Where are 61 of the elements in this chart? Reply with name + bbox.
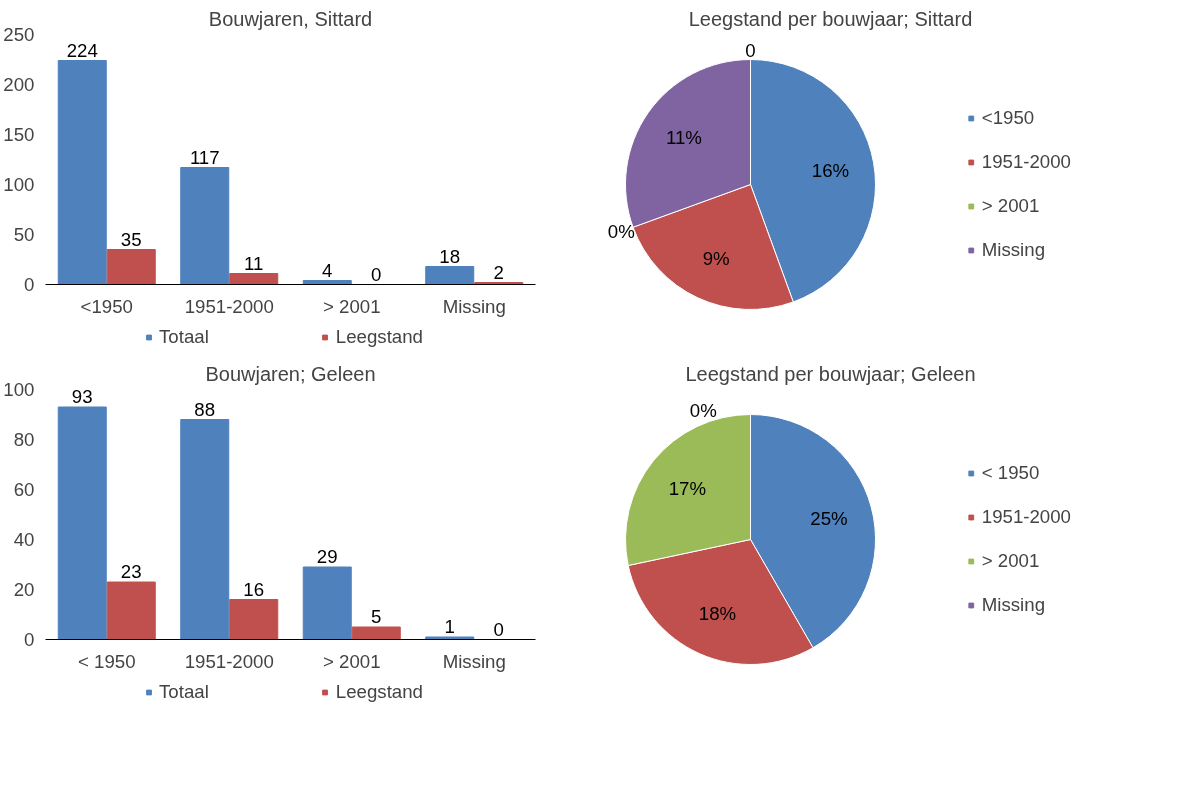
y-tick-label: 100 <box>3 379 35 400</box>
legend-label: Leegstand <box>335 681 423 703</box>
x-tick-label: 1951-2000 <box>184 295 274 317</box>
y-tick-label: 250 <box>3 24 35 45</box>
data-label: 2 <box>493 261 504 283</box>
data-label: 11 <box>244 252 264 274</box>
x-tick-label: Missing <box>442 650 506 672</box>
y-tick-label: 150 <box>3 124 35 145</box>
data-label: 0 <box>371 263 382 285</box>
data-label: 9% <box>702 247 730 269</box>
x-tick-label: > 2001 <box>322 650 381 672</box>
chart-title: Leegstand per bouwjaar; Sittard <box>688 7 973 30</box>
data-label: 1 <box>444 616 455 637</box>
data-label: 17% <box>668 477 707 499</box>
data-label: 35 <box>120 228 142 250</box>
x-tick-label: 1951-2000 <box>184 650 274 672</box>
text: 0% <box>689 399 717 421</box>
data-label: 18% <box>698 603 737 625</box>
y-tick-label: 50 <box>13 224 35 245</box>
legend-label: 1951-2000 <box>981 151 1071 173</box>
x-tick-label: <1950 <box>80 295 133 317</box>
legend-label: > 2001 <box>981 550 1040 572</box>
legend-label: Missing <box>981 239 1046 261</box>
chart-title: Bouwjaren, Sittard <box>208 7 373 30</box>
y-tick-label: 40 <box>13 529 35 550</box>
legend-label: 1951-2000 <box>981 506 1071 528</box>
y-tick-label: 0 <box>24 629 35 650</box>
x-tick-label: < 1950 <box>77 650 136 672</box>
data-label: 93 <box>71 386 93 407</box>
text: 0% <box>607 221 635 243</box>
legend-label: Totaal <box>159 326 209 348</box>
text: 0 <box>745 40 756 61</box>
data-label: 88 <box>194 398 216 420</box>
data-label: 11% <box>665 127 702 149</box>
legend-label: <1950 <box>981 107 1035 129</box>
x-tick-label: > 2001 <box>322 295 381 317</box>
data-label: 29 <box>316 546 338 567</box>
y-tick-label: 100 <box>3 174 35 195</box>
data-label: 18 <box>439 245 461 267</box>
data-label: 0 <box>493 618 504 640</box>
y-tick-label: 80 <box>13 429 35 450</box>
legend-label: Leegstand <box>335 326 423 348</box>
legend-label: > 2001 <box>981 195 1040 217</box>
x-tick-label: Missing <box>442 295 506 317</box>
data-label: 16 <box>243 578 265 600</box>
data-label: 5 <box>371 606 382 627</box>
data-label: 16% <box>811 159 850 181</box>
legend-label: < 1950 <box>981 462 1040 484</box>
y-tick-label: 20 <box>13 579 35 600</box>
y-tick-label: 60 <box>13 479 35 500</box>
chart-title: Bouwjaren; Geleen <box>205 362 376 385</box>
legend-label: Totaal <box>159 681 209 703</box>
data-label: 23 <box>120 561 142 582</box>
y-tick-label: 200 <box>3 74 35 95</box>
data-label: 224 <box>66 39 98 61</box>
data-label: 25% <box>810 507 848 529</box>
legend-label: Missing <box>981 594 1046 616</box>
y-tick-label: 0 <box>24 274 35 295</box>
chart-title: Leegstand per bouwjaar; Geleen <box>685 362 976 385</box>
data-label: 117 <box>189 146 220 168</box>
data-label: 4 <box>322 259 333 281</box>
